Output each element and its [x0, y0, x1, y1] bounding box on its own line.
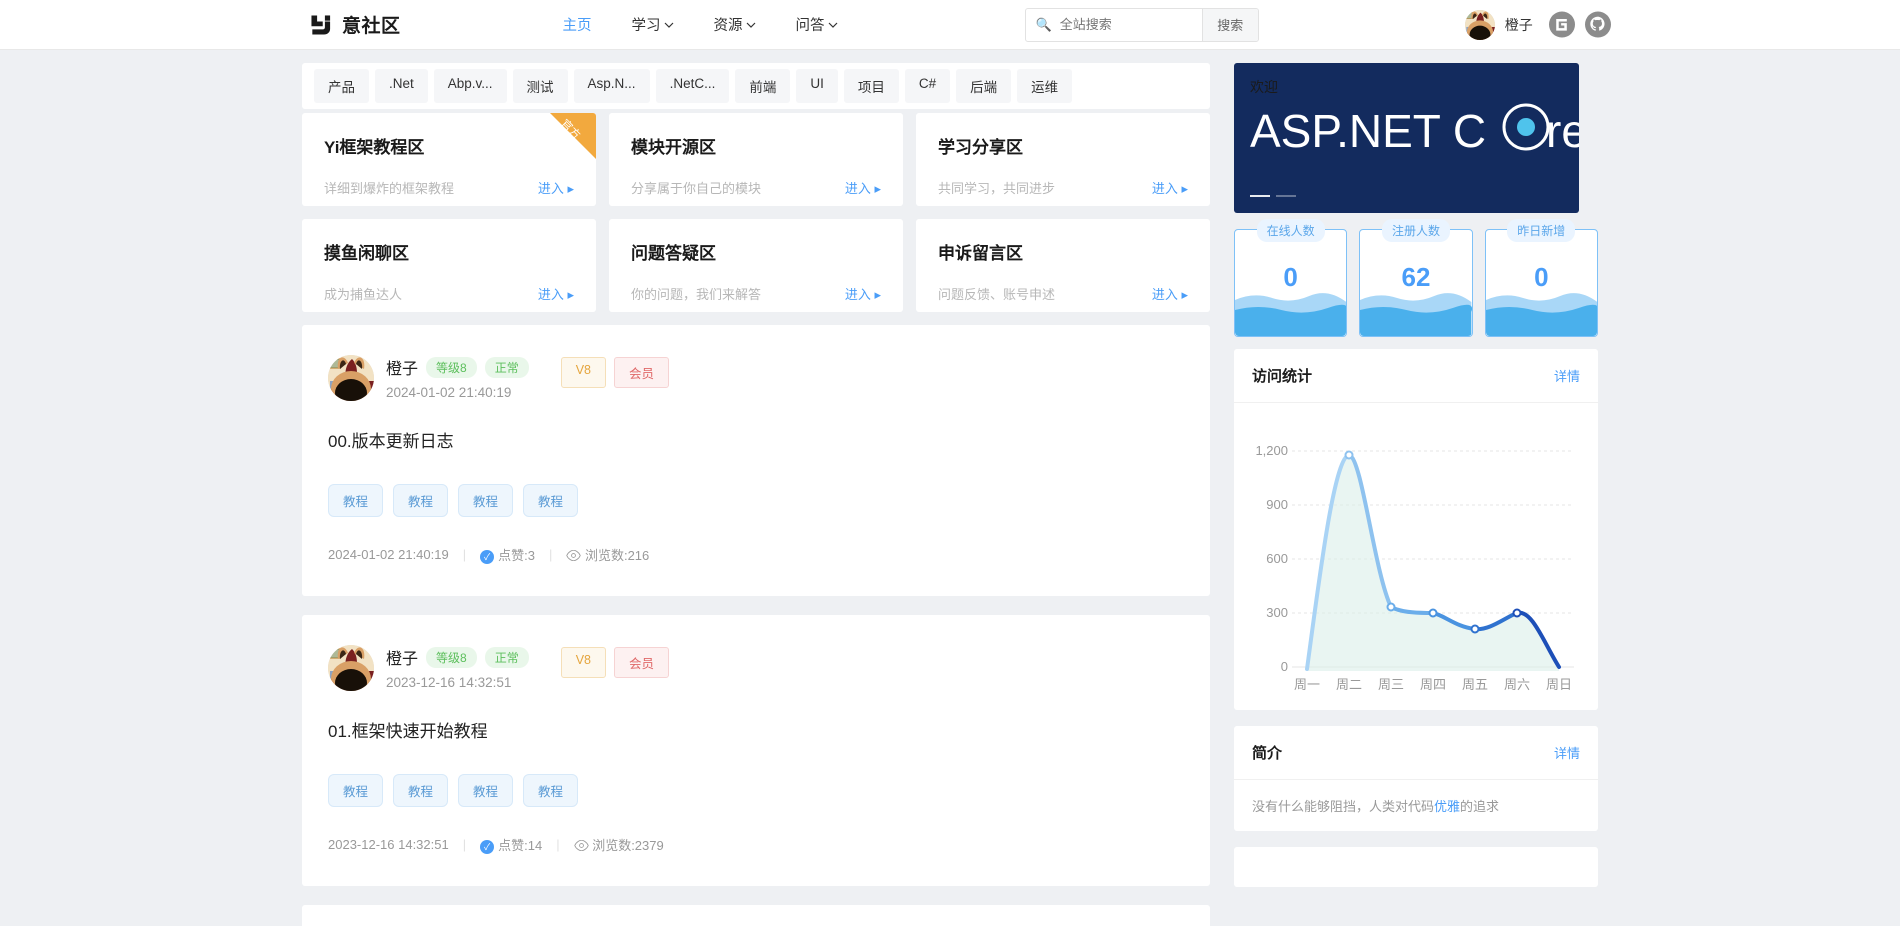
svg-text:周五: 周五 [1462, 677, 1488, 692]
svg-text:900: 900 [1266, 497, 1288, 512]
svg-text:周一: 周一 [1294, 677, 1320, 692]
svg-text:1,200: 1,200 [1255, 443, 1288, 458]
svg-text:ASP.NET C: ASP.NET C [1250, 105, 1486, 157]
svg-text:周二: 周二 [1336, 677, 1362, 692]
svg-text:周四: 周四 [1420, 677, 1446, 692]
svg-text:周日: 周日 [1546, 677, 1572, 692]
svg-text:300: 300 [1266, 605, 1288, 620]
svg-text:周六: 周六 [1504, 677, 1530, 692]
svg-text:re: re [1546, 105, 1579, 157]
svg-text:600: 600 [1266, 551, 1288, 566]
svg-text:0: 0 [1281, 659, 1288, 674]
svg-text:周三: 周三 [1378, 677, 1404, 692]
